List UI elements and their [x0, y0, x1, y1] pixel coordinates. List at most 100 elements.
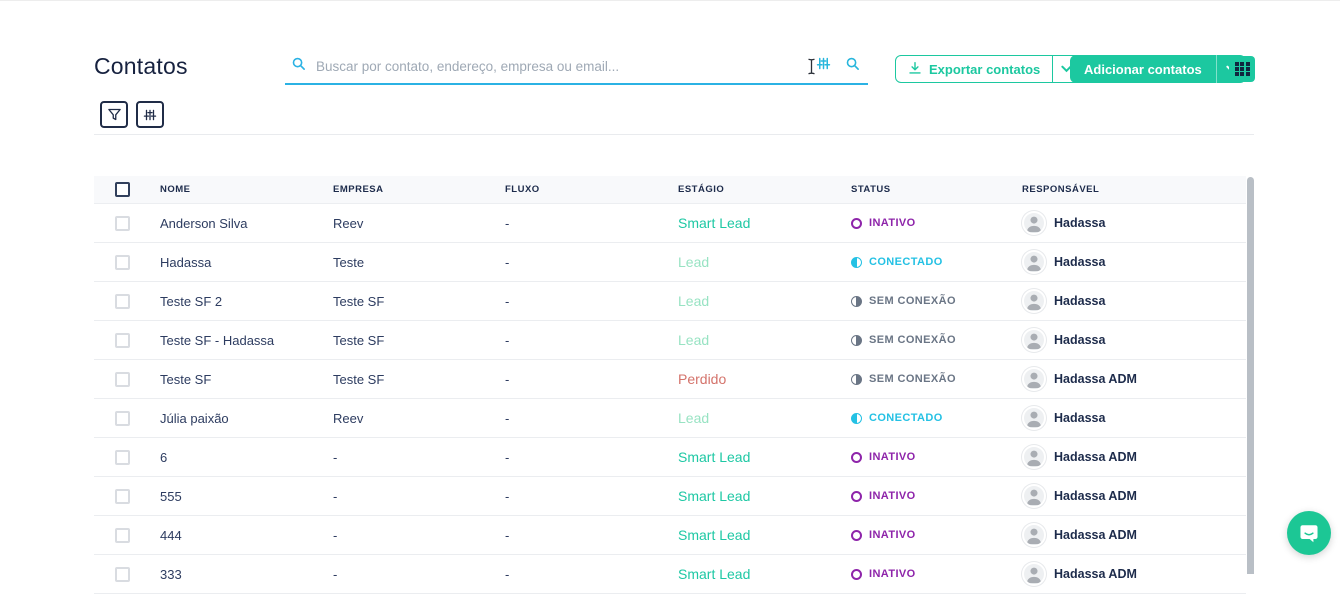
- owner-name: Hadassa: [1054, 411, 1105, 425]
- chat-widget-button[interactable]: [1287, 511, 1331, 555]
- row-checkbox[interactable]: [115, 489, 130, 504]
- contact-company: Teste SF: [333, 372, 505, 387]
- contact-flow: -: [505, 567, 678, 582]
- row-checkbox[interactable]: [115, 528, 130, 543]
- column-header-estagio[interactable]: ESTÁGIO: [678, 184, 851, 195]
- status-label: INATIVO: [869, 451, 916, 463]
- grid-icon: [1235, 62, 1250, 76]
- contact-flow: -: [505, 294, 678, 309]
- contact-company: -: [333, 489, 505, 504]
- row-checkbox[interactable]: [115, 372, 130, 387]
- contact-flow: -: [505, 489, 678, 504]
- row-checkbox[interactable]: [115, 333, 130, 348]
- row-checkbox[interactable]: [115, 216, 130, 231]
- avatar: [1022, 445, 1046, 469]
- table-row[interactable]: 444 - - Smart Lead INATIVO Hadassa ADM: [94, 516, 1246, 555]
- add-contacts-label: Adicionar contatos: [1070, 62, 1216, 77]
- status-label: INATIVO: [869, 568, 916, 580]
- status-label: SEM CONEXÃO: [869, 334, 956, 346]
- contact-stage: Smart Lead: [678, 488, 851, 504]
- owner-name: Hadassa ADM: [1054, 450, 1137, 464]
- submit-search-icon[interactable]: [845, 56, 860, 76]
- contact-owner: Hadassa ADM: [1022, 445, 1246, 469]
- owner-name: Hadassa ADM: [1054, 489, 1137, 503]
- status-circle-icon: [851, 569, 862, 580]
- contact-flow: -: [505, 411, 678, 426]
- advanced-filters-icon[interactable]: [816, 56, 831, 76]
- table-scrollbar[interactable]: [1247, 177, 1254, 574]
- table-row[interactable]: 555 - - Smart Lead INATIVO Hadassa ADM: [94, 477, 1246, 516]
- avatar: [1022, 289, 1046, 313]
- table-header: NOME EMPRESA FLUXO ESTÁGIO STATUS RESPON…: [94, 176, 1246, 204]
- select-all-checkbox[interactable]: [115, 182, 130, 197]
- contact-stage: Lead: [678, 254, 851, 270]
- status-label: CONECTADO: [869, 412, 943, 424]
- table-row[interactable]: Teste SF - Hadassa Teste SF - Lead SEM C…: [94, 321, 1246, 360]
- row-checkbox[interactable]: [115, 255, 130, 270]
- contact-company: Teste SF: [333, 294, 505, 309]
- contact-owner: Hadassa: [1022, 250, 1246, 274]
- owner-name: Hadassa ADM: [1054, 567, 1137, 581]
- contact-name: 333: [160, 567, 333, 582]
- table-row[interactable]: Anderson Silva Reev - Smart Lead INATIVO…: [94, 204, 1246, 243]
- table-body: Anderson Silva Reev - Smart Lead INATIVO…: [94, 204, 1246, 594]
- column-header-status[interactable]: STATUS: [851, 184, 1022, 195]
- status-circle-icon: [851, 413, 862, 424]
- status-label: SEM CONEXÃO: [869, 295, 956, 307]
- row-checkbox[interactable]: [115, 411, 130, 426]
- column-header-nome[interactable]: NOME: [160, 184, 333, 195]
- row-checkbox[interactable]: [115, 294, 130, 309]
- contact-name: Júlia paixão: [160, 411, 333, 426]
- chat-bubble-icon: [1298, 522, 1320, 544]
- settings-sliders-button[interactable]: [136, 101, 164, 128]
- status-circle-icon: [851, 335, 862, 346]
- contact-company: -: [333, 450, 505, 465]
- column-header-responsavel[interactable]: RESPONSÁVEL: [1022, 184, 1246, 195]
- avatar: [1022, 484, 1046, 508]
- contact-status: SEM CONEXÃO: [851, 334, 1022, 346]
- status-label: INATIVO: [869, 490, 916, 502]
- status-circle-icon: [851, 296, 862, 307]
- contact-status: SEM CONEXÃO: [851, 373, 1022, 385]
- row-checkbox[interactable]: [115, 450, 130, 465]
- column-header-fluxo[interactable]: FLUXO: [505, 184, 678, 195]
- contacts-table: NOME EMPRESA FLUXO ESTÁGIO STATUS RESPON…: [94, 176, 1246, 594]
- add-contacts-button[interactable]: Adicionar contatos: [1070, 55, 1246, 83]
- contact-company: -: [333, 528, 505, 543]
- contact-stage: Smart Lead: [678, 566, 851, 582]
- table-row[interactable]: Teste SF Teste SF - Perdido SEM CONEXÃO …: [94, 360, 1246, 399]
- owner-name: Hadassa: [1054, 333, 1105, 347]
- status-label: CONECTADO: [869, 256, 943, 268]
- contact-status: SEM CONEXÃO: [851, 295, 1022, 307]
- contact-company: Teste: [333, 255, 505, 270]
- contact-owner: Hadassa ADM: [1022, 523, 1246, 547]
- owner-name: Hadassa ADM: [1054, 528, 1137, 542]
- table-row[interactable]: Hadassa Teste - Lead CONECTADO Hadassa: [94, 243, 1246, 282]
- page-title: Contatos: [94, 53, 188, 80]
- status-label: INATIVO: [869, 217, 916, 229]
- contact-status: CONECTADO: [851, 412, 1022, 424]
- avatar: [1022, 250, 1046, 274]
- table-row[interactable]: 333 - - Smart Lead INATIVO Hadassa ADM: [94, 555, 1246, 594]
- export-contacts-button[interactable]: Exportar contatos: [895, 55, 1081, 83]
- table-row[interactable]: Júlia paixão Reev - Lead CONECTADO Hadas…: [94, 399, 1246, 438]
- contact-flow: -: [505, 528, 678, 543]
- status-label: SEM CONEXÃO: [869, 373, 956, 385]
- table-row[interactable]: Teste SF 2 Teste SF - Lead SEM CONEXÃO H…: [94, 282, 1246, 321]
- contact-flow: -: [505, 450, 678, 465]
- table-row[interactable]: 6 - - Smart Lead INATIVO Hadassa ADM: [94, 438, 1246, 477]
- avatar: [1022, 367, 1046, 391]
- contact-name: Hadassa: [160, 255, 333, 270]
- contact-name: Teste SF: [160, 372, 333, 387]
- search-input[interactable]: [316, 59, 807, 74]
- search-bar: [285, 49, 868, 85]
- owner-name: Hadassa: [1054, 216, 1105, 230]
- contact-flow: -: [505, 372, 678, 387]
- contact-owner: Hadassa: [1022, 328, 1246, 352]
- contact-stage: Smart Lead: [678, 449, 851, 465]
- filter-button[interactable]: [100, 101, 128, 128]
- column-header-empresa[interactable]: EMPRESA: [333, 184, 505, 195]
- contact-status: INATIVO: [851, 451, 1022, 463]
- row-checkbox[interactable]: [115, 567, 130, 582]
- grid-view-button[interactable]: [1229, 56, 1255, 82]
